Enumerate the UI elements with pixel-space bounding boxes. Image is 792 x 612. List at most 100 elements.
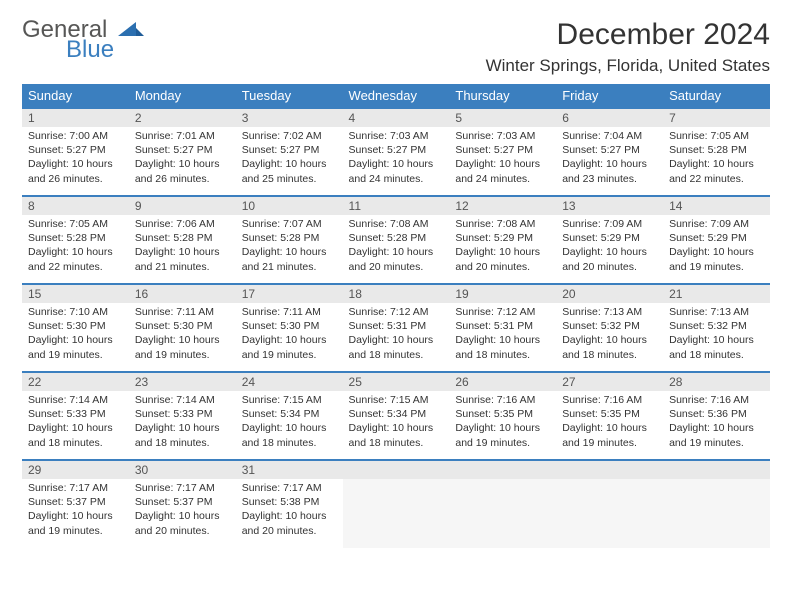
calendar-cell: 24Sunrise: 7:15 AMSunset: 5:34 PMDayligh…	[236, 372, 343, 460]
day-day1: Daylight: 10 hours	[349, 333, 444, 347]
calendar-week-row: 22Sunrise: 7:14 AMSunset: 5:33 PMDayligh…	[22, 372, 770, 460]
day-sunset: Sunset: 5:32 PM	[669, 319, 764, 333]
day-number: 16	[129, 285, 236, 303]
day-content: Sunrise: 7:15 AMSunset: 5:34 PMDaylight:…	[236, 391, 343, 454]
day-content: Sunrise: 7:03 AMSunset: 5:27 PMDaylight:…	[343, 127, 450, 190]
day-number: 26	[449, 373, 556, 391]
day-day1: Daylight: 10 hours	[135, 509, 230, 523]
day-sunset: Sunset: 5:27 PM	[562, 143, 657, 157]
calendar-table: Sunday Monday Tuesday Wednesday Thursday…	[22, 84, 770, 548]
day-day1: Daylight: 10 hours	[669, 421, 764, 435]
calendar-cell: 14Sunrise: 7:09 AMSunset: 5:29 PMDayligh…	[663, 196, 770, 284]
calendar-cell: 3Sunrise: 7:02 AMSunset: 5:27 PMDaylight…	[236, 108, 343, 196]
day-number: 7	[663, 109, 770, 127]
day-sunrise: Sunrise: 7:00 AM	[28, 129, 123, 143]
day-sunset: Sunset: 5:38 PM	[242, 495, 337, 509]
calendar-cell: 20Sunrise: 7:13 AMSunset: 5:32 PMDayligh…	[556, 284, 663, 372]
day-day2: and 23 minutes.	[562, 172, 657, 186]
calendar-cell: 16Sunrise: 7:11 AMSunset: 5:30 PMDayligh…	[129, 284, 236, 372]
day-content: Sunrise: 7:12 AMSunset: 5:31 PMDaylight:…	[343, 303, 450, 366]
day-day2: and 19 minutes.	[28, 348, 123, 362]
day-day2: and 22 minutes.	[669, 172, 764, 186]
calendar-cell: 19Sunrise: 7:12 AMSunset: 5:31 PMDayligh…	[449, 284, 556, 372]
day-content: Sunrise: 7:08 AMSunset: 5:28 PMDaylight:…	[343, 215, 450, 278]
day-content: Sunrise: 7:11 AMSunset: 5:30 PMDaylight:…	[129, 303, 236, 366]
day-sunrise: Sunrise: 7:15 AM	[242, 393, 337, 407]
day-number: 23	[129, 373, 236, 391]
day-day1: Daylight: 10 hours	[455, 421, 550, 435]
calendar-cell: 18Sunrise: 7:12 AMSunset: 5:31 PMDayligh…	[343, 284, 450, 372]
day-sunrise: Sunrise: 7:07 AM	[242, 217, 337, 231]
day-header: Friday	[556, 84, 663, 108]
day-content: Sunrise: 7:13 AMSunset: 5:32 PMDaylight:…	[663, 303, 770, 366]
calendar-cell: 1Sunrise: 7:00 AMSunset: 5:27 PMDaylight…	[22, 108, 129, 196]
calendar-cell	[449, 460, 556, 548]
calendar-cell: 22Sunrise: 7:14 AMSunset: 5:33 PMDayligh…	[22, 372, 129, 460]
day-sunset: Sunset: 5:37 PM	[28, 495, 123, 509]
day-sunset: Sunset: 5:27 PM	[28, 143, 123, 157]
day-sunset: Sunset: 5:36 PM	[669, 407, 764, 421]
calendar-cell: 27Sunrise: 7:16 AMSunset: 5:35 PMDayligh…	[556, 372, 663, 460]
day-number: 12	[449, 197, 556, 215]
calendar-cell	[556, 460, 663, 548]
day-sunrise: Sunrise: 7:10 AM	[28, 305, 123, 319]
day-day1: Daylight: 10 hours	[242, 245, 337, 259]
day-day2: and 24 minutes.	[455, 172, 550, 186]
day-sunrise: Sunrise: 7:15 AM	[349, 393, 444, 407]
day-sunset: Sunset: 5:28 PM	[135, 231, 230, 245]
day-content: Sunrise: 7:16 AMSunset: 5:36 PMDaylight:…	[663, 391, 770, 454]
day-header-row: Sunday Monday Tuesday Wednesday Thursday…	[22, 84, 770, 108]
day-day2: and 18 minutes.	[135, 436, 230, 450]
day-day2: and 19 minutes.	[562, 436, 657, 450]
day-content: Sunrise: 7:04 AMSunset: 5:27 PMDaylight:…	[556, 127, 663, 190]
day-content: Sunrise: 7:16 AMSunset: 5:35 PMDaylight:…	[556, 391, 663, 454]
day-number: 20	[556, 285, 663, 303]
day-day2: and 20 minutes.	[562, 260, 657, 274]
day-content: Sunrise: 7:03 AMSunset: 5:27 PMDaylight:…	[449, 127, 556, 190]
day-sunset: Sunset: 5:33 PM	[135, 407, 230, 421]
day-content: Sunrise: 7:09 AMSunset: 5:29 PMDaylight:…	[663, 215, 770, 278]
day-header: Tuesday	[236, 84, 343, 108]
calendar-cell: 25Sunrise: 7:15 AMSunset: 5:34 PMDayligh…	[343, 372, 450, 460]
day-sunrise: Sunrise: 7:16 AM	[669, 393, 764, 407]
day-sunset: Sunset: 5:34 PM	[242, 407, 337, 421]
day-sunset: Sunset: 5:29 PM	[455, 231, 550, 245]
day-day1: Daylight: 10 hours	[455, 157, 550, 171]
day-day1: Daylight: 10 hours	[349, 245, 444, 259]
day-number: 31	[236, 461, 343, 479]
day-day2: and 18 minutes.	[28, 436, 123, 450]
day-day2: and 20 minutes.	[135, 524, 230, 538]
day-day2: and 26 minutes.	[135, 172, 230, 186]
day-header: Sunday	[22, 84, 129, 108]
day-sunrise: Sunrise: 7:12 AM	[455, 305, 550, 319]
calendar-cell: 30Sunrise: 7:17 AMSunset: 5:37 PMDayligh…	[129, 460, 236, 548]
day-sunset: Sunset: 5:32 PM	[562, 319, 657, 333]
location-text: Winter Springs, Florida, United States	[486, 56, 770, 76]
day-number: 22	[22, 373, 129, 391]
calendar-cell: 9Sunrise: 7:06 AMSunset: 5:28 PMDaylight…	[129, 196, 236, 284]
day-day1: Daylight: 10 hours	[242, 333, 337, 347]
day-number: 11	[343, 197, 450, 215]
day-day1: Daylight: 10 hours	[242, 157, 337, 171]
calendar-cell: 29Sunrise: 7:17 AMSunset: 5:37 PMDayligh…	[22, 460, 129, 548]
day-day2: and 24 minutes.	[349, 172, 444, 186]
day-day1: Daylight: 10 hours	[135, 421, 230, 435]
day-day1: Daylight: 10 hours	[562, 245, 657, 259]
day-content: Sunrise: 7:09 AMSunset: 5:29 PMDaylight:…	[556, 215, 663, 278]
logo-triangle-icon	[118, 20, 144, 43]
day-sunset: Sunset: 5:27 PM	[455, 143, 550, 157]
calendar-cell	[663, 460, 770, 548]
day-content: Sunrise: 7:07 AMSunset: 5:28 PMDaylight:…	[236, 215, 343, 278]
calendar-cell: 15Sunrise: 7:10 AMSunset: 5:30 PMDayligh…	[22, 284, 129, 372]
day-day1: Daylight: 10 hours	[135, 157, 230, 171]
header: General Blue December 2024 Winter Spring…	[22, 18, 770, 76]
day-sunset: Sunset: 5:30 PM	[28, 319, 123, 333]
day-day2: and 20 minutes.	[242, 524, 337, 538]
day-sunrise: Sunrise: 7:14 AM	[135, 393, 230, 407]
day-number: 17	[236, 285, 343, 303]
day-day1: Daylight: 10 hours	[28, 333, 123, 347]
day-day2: and 21 minutes.	[135, 260, 230, 274]
calendar-week-row: 8Sunrise: 7:05 AMSunset: 5:28 PMDaylight…	[22, 196, 770, 284]
day-day1: Daylight: 10 hours	[28, 245, 123, 259]
calendar-cell: 12Sunrise: 7:08 AMSunset: 5:29 PMDayligh…	[449, 196, 556, 284]
